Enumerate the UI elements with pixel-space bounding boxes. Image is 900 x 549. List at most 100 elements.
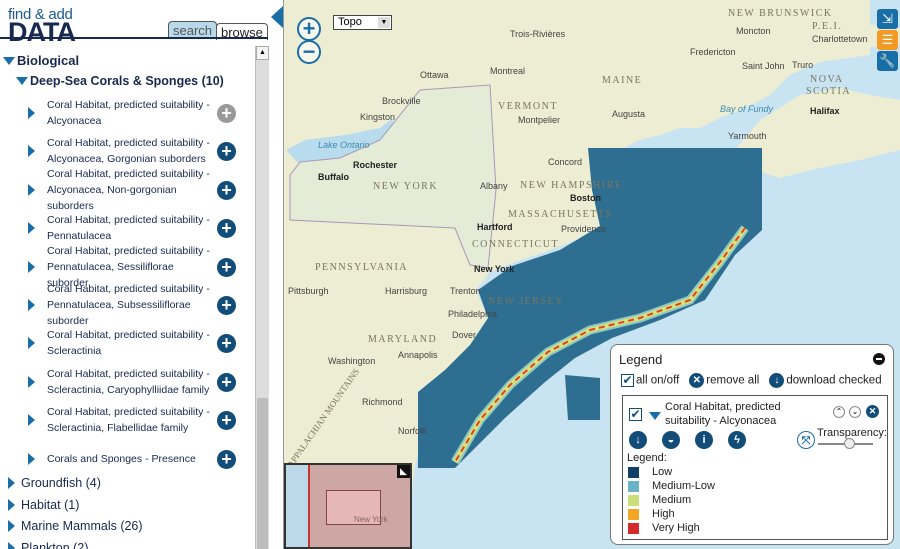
add-layer-icon[interactable]: + — [217, 104, 236, 123]
item-label: Coral Habitat, predicted suitability - S… — [47, 406, 210, 434]
list-item[interactable]: Coral Habitat, predicted suitability - P… — [28, 211, 250, 245]
zoom-to-extent-icon[interactable]: ⤧ — [797, 431, 815, 449]
collapse-panel-icon[interactable] — [271, 6, 283, 28]
expanded-icon — [3, 56, 15, 65]
list-item[interactable]: Coral Habitat, predicted suitability - P… — [28, 283, 250, 327]
map-label-concord: Concord — [548, 157, 583, 167]
expand-icon[interactable] — [28, 107, 35, 119]
expand-icon[interactable] — [28, 184, 35, 196]
remove-all-button[interactable]: ✕ remove all — [689, 373, 759, 388]
list-item[interactable]: Coral Habitat, predicted suitability - S… — [28, 403, 250, 437]
download-checked-button[interactable]: ↓ download checked — [769, 373, 882, 388]
overview-toggle-icon[interactable]: ◣ — [397, 465, 410, 478]
map-label-vermont: VERMONT — [498, 101, 558, 112]
list-item[interactable]: Coral Habitat, predicted suitability - S… — [28, 326, 250, 360]
map-label-ny: NEW YORK — [373, 181, 439, 192]
add-layer-icon[interactable]: + — [217, 181, 236, 200]
tab-search[interactable]: search — [168, 21, 218, 39]
move-down-icon[interactable]: ⌄ — [849, 406, 861, 418]
expand-icon[interactable] — [28, 414, 35, 426]
scroll-up-button[interactable]: ▲ — [256, 46, 269, 60]
item-label: Coral Habitat, predicted suitability - A… — [47, 99, 210, 127]
layer-expand-icon[interactable] — [649, 412, 661, 420]
download-icon[interactable]: ↓ — [629, 431, 647, 449]
class-label: Very High — [652, 522, 700, 534]
list-item[interactable]: Coral Habitat, predicted suitability - P… — [28, 245, 250, 289]
expand-icon[interactable] — [28, 453, 35, 465]
map-label-harrisburg: Harrisburg — [385, 286, 428, 296]
all-onoff-toggle[interactable]: ✔ all on/off — [621, 374, 679, 387]
map-label-rochester: Rochester — [353, 160, 398, 170]
map-label-kingston: Kingston — [360, 112, 396, 122]
category-biological[interactable]: Biological — [3, 53, 79, 68]
expand-icon[interactable] — [28, 222, 35, 234]
category-group[interactable]: Groundfish (4) — [8, 476, 101, 490]
minimize-icon[interactable] — [873, 353, 885, 365]
overview-map[interactable]: New York ◣ — [284, 463, 412, 549]
add-layer-icon[interactable]: + — [217, 334, 236, 353]
tab-browse[interactable]: browse — [216, 23, 268, 40]
globe-icon[interactable]: ◒ — [662, 431, 680, 449]
browse-tree: Biological Deep-Sea Corals & Sponges (10… — [0, 44, 255, 549]
remove-layer-icon[interactable]: ✕ — [866, 405, 879, 418]
overview-ny-state — [326, 490, 381, 525]
map-label-trenton: Trenton — [450, 286, 481, 296]
layer-name-line-1: Coral Habitat, predicted — [665, 401, 781, 413]
category-group[interactable]: Habitat (1) — [8, 498, 79, 512]
add-layer-icon[interactable]: + — [217, 373, 236, 392]
expand-icon[interactable] — [28, 337, 35, 349]
color-swatch — [628, 508, 639, 520]
expand-icon[interactable] — [28, 145, 35, 157]
list-item[interactable]: Coral Habitat, predicted suitability - A… — [28, 168, 250, 212]
expand-icon[interactable] — [28, 376, 35, 388]
map-label-washington: Washington — [328, 356, 376, 366]
map-label-montpelier: Montpelier — [518, 115, 561, 125]
map-label-pei: P.E.I. — [812, 21, 843, 32]
list-item[interactable]: Coral Habitat, predicted suitability - S… — [28, 365, 250, 399]
expand-icon[interactable] — [28, 261, 35, 273]
legend-panel: Legend ✔ all on/off ✕ remove all ↓ download… — [610, 344, 894, 545]
transparency-label: Transparency: — [817, 427, 887, 439]
category-group[interactable]: Plankton (2) — [8, 541, 88, 549]
color-swatch — [628, 466, 639, 478]
lightning-icon[interactable]: ϟ — [728, 431, 746, 449]
list-icon[interactable]: ☰ — [877, 30, 898, 50]
map-label-annapolis: Annapolis — [398, 350, 438, 360]
expand-icon[interactable] — [28, 299, 35, 311]
map-label-penn: PENNSYLVANIA — [315, 262, 409, 273]
map-label-ns2: SCOTIA — [806, 86, 852, 97]
move-up-icon[interactable]: ⌃ — [833, 406, 845, 418]
habitat-band-high — [454, 227, 746, 463]
info-icon[interactable]: i — [695, 431, 713, 449]
close-icon: ✕ — [689, 373, 705, 388]
subcategory-deep-sea-corals[interactable]: Deep-Sea Corals & Sponges (10) — [16, 74, 224, 88]
category-group[interactable]: Marine Mammals (26) — [8, 519, 143, 533]
add-layer-icon[interactable]: + — [217, 142, 236, 161]
legend-class: Very High — [628, 522, 700, 534]
add-layer-icon[interactable]: + — [217, 450, 236, 469]
add-layer-icon[interactable]: + — [217, 258, 236, 277]
export-icon[interactable]: ⇲ — [877, 9, 898, 29]
scrollbar[interactable]: ▲ — [255, 46, 269, 549]
zoom-in-button[interactable]: + — [297, 17, 321, 41]
zoom-out-button[interactable]: − — [297, 40, 321, 64]
list-item[interactable]: Coral Habitat, predicted suitability - A… — [28, 134, 250, 168]
item-label: Coral Habitat, predicted suitability - A… — [47, 168, 210, 212]
scroll-thumb[interactable] — [257, 398, 268, 549]
layer-visibility-checkbox[interactable]: ✔ — [629, 407, 642, 421]
expand-icon — [8, 477, 15, 489]
legend-class: High — [628, 508, 675, 520]
map-label-fundy: Bay of Fundy — [720, 104, 774, 114]
add-layer-icon[interactable]: + — [217, 411, 236, 430]
wrench-icon[interactable]: 🔧 — [877, 51, 898, 71]
header-divider — [0, 37, 268, 39]
item-label: Coral Habitat, predicted suitability - S… — [47, 368, 210, 396]
basemap-select[interactable]: Topo ▼ — [333, 15, 392, 30]
transparency-slider[interactable] — [818, 438, 873, 449]
slider-knob[interactable] — [844, 438, 856, 449]
list-item[interactable]: Coral Habitat, predicted suitability - A… — [28, 96, 250, 130]
add-layer-icon[interactable]: + — [217, 296, 236, 315]
map-label-nb: NEW BRUNSWICK — [728, 8, 833, 19]
add-layer-icon[interactable]: + — [217, 219, 236, 238]
list-item[interactable]: Corals and Sponges - Presence + — [28, 442, 250, 476]
